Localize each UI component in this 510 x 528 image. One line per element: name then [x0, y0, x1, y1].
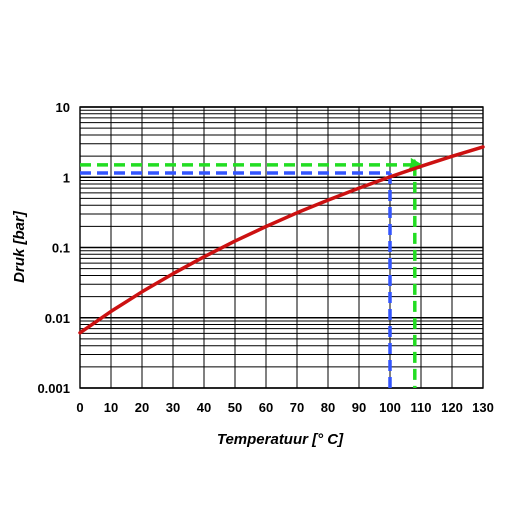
y-tick-label: 0.01: [45, 311, 70, 326]
x-tick-label: 120: [441, 400, 463, 415]
series-layer: [78, 145, 485, 335]
x-tick-label: 50: [228, 400, 242, 415]
x-tick-label: 0: [76, 400, 83, 415]
x-tick-label: 90: [352, 400, 366, 415]
y-axis-title: Druk [bar]: [11, 210, 28, 283]
x-tick-label: 70: [290, 400, 304, 415]
x-tick-label: 110: [411, 400, 432, 415]
x-axis-title: Temperatuur [° C]: [217, 431, 344, 448]
plot-frame: [79, 106, 484, 389]
x-tick-label: 20: [135, 400, 149, 415]
x-tick-label: 40: [197, 400, 211, 415]
y-tick-label: 10: [56, 100, 70, 115]
y-tick-label: 1: [63, 170, 70, 185]
guide-lines: [80, 157, 423, 388]
tick-labels: 0 10 20 30 40 50 60 70 80 90 100 110 120 1300.0010.01…: [37, 100, 493, 415]
x-tick-label: 10: [104, 400, 118, 415]
y-tick-label: 0.1: [52, 241, 70, 256]
x-tick-label: 30: [166, 400, 180, 415]
x-tick-label: 100: [379, 400, 401, 415]
grid: [79, 106, 484, 389]
x-tick-label: 80: [321, 400, 335, 415]
x-tick-label: 130: [472, 400, 494, 415]
x-tick-label: 60: [259, 400, 273, 415]
series-line: [78, 145, 485, 335]
y-tick-label: 0.001: [37, 381, 70, 396]
